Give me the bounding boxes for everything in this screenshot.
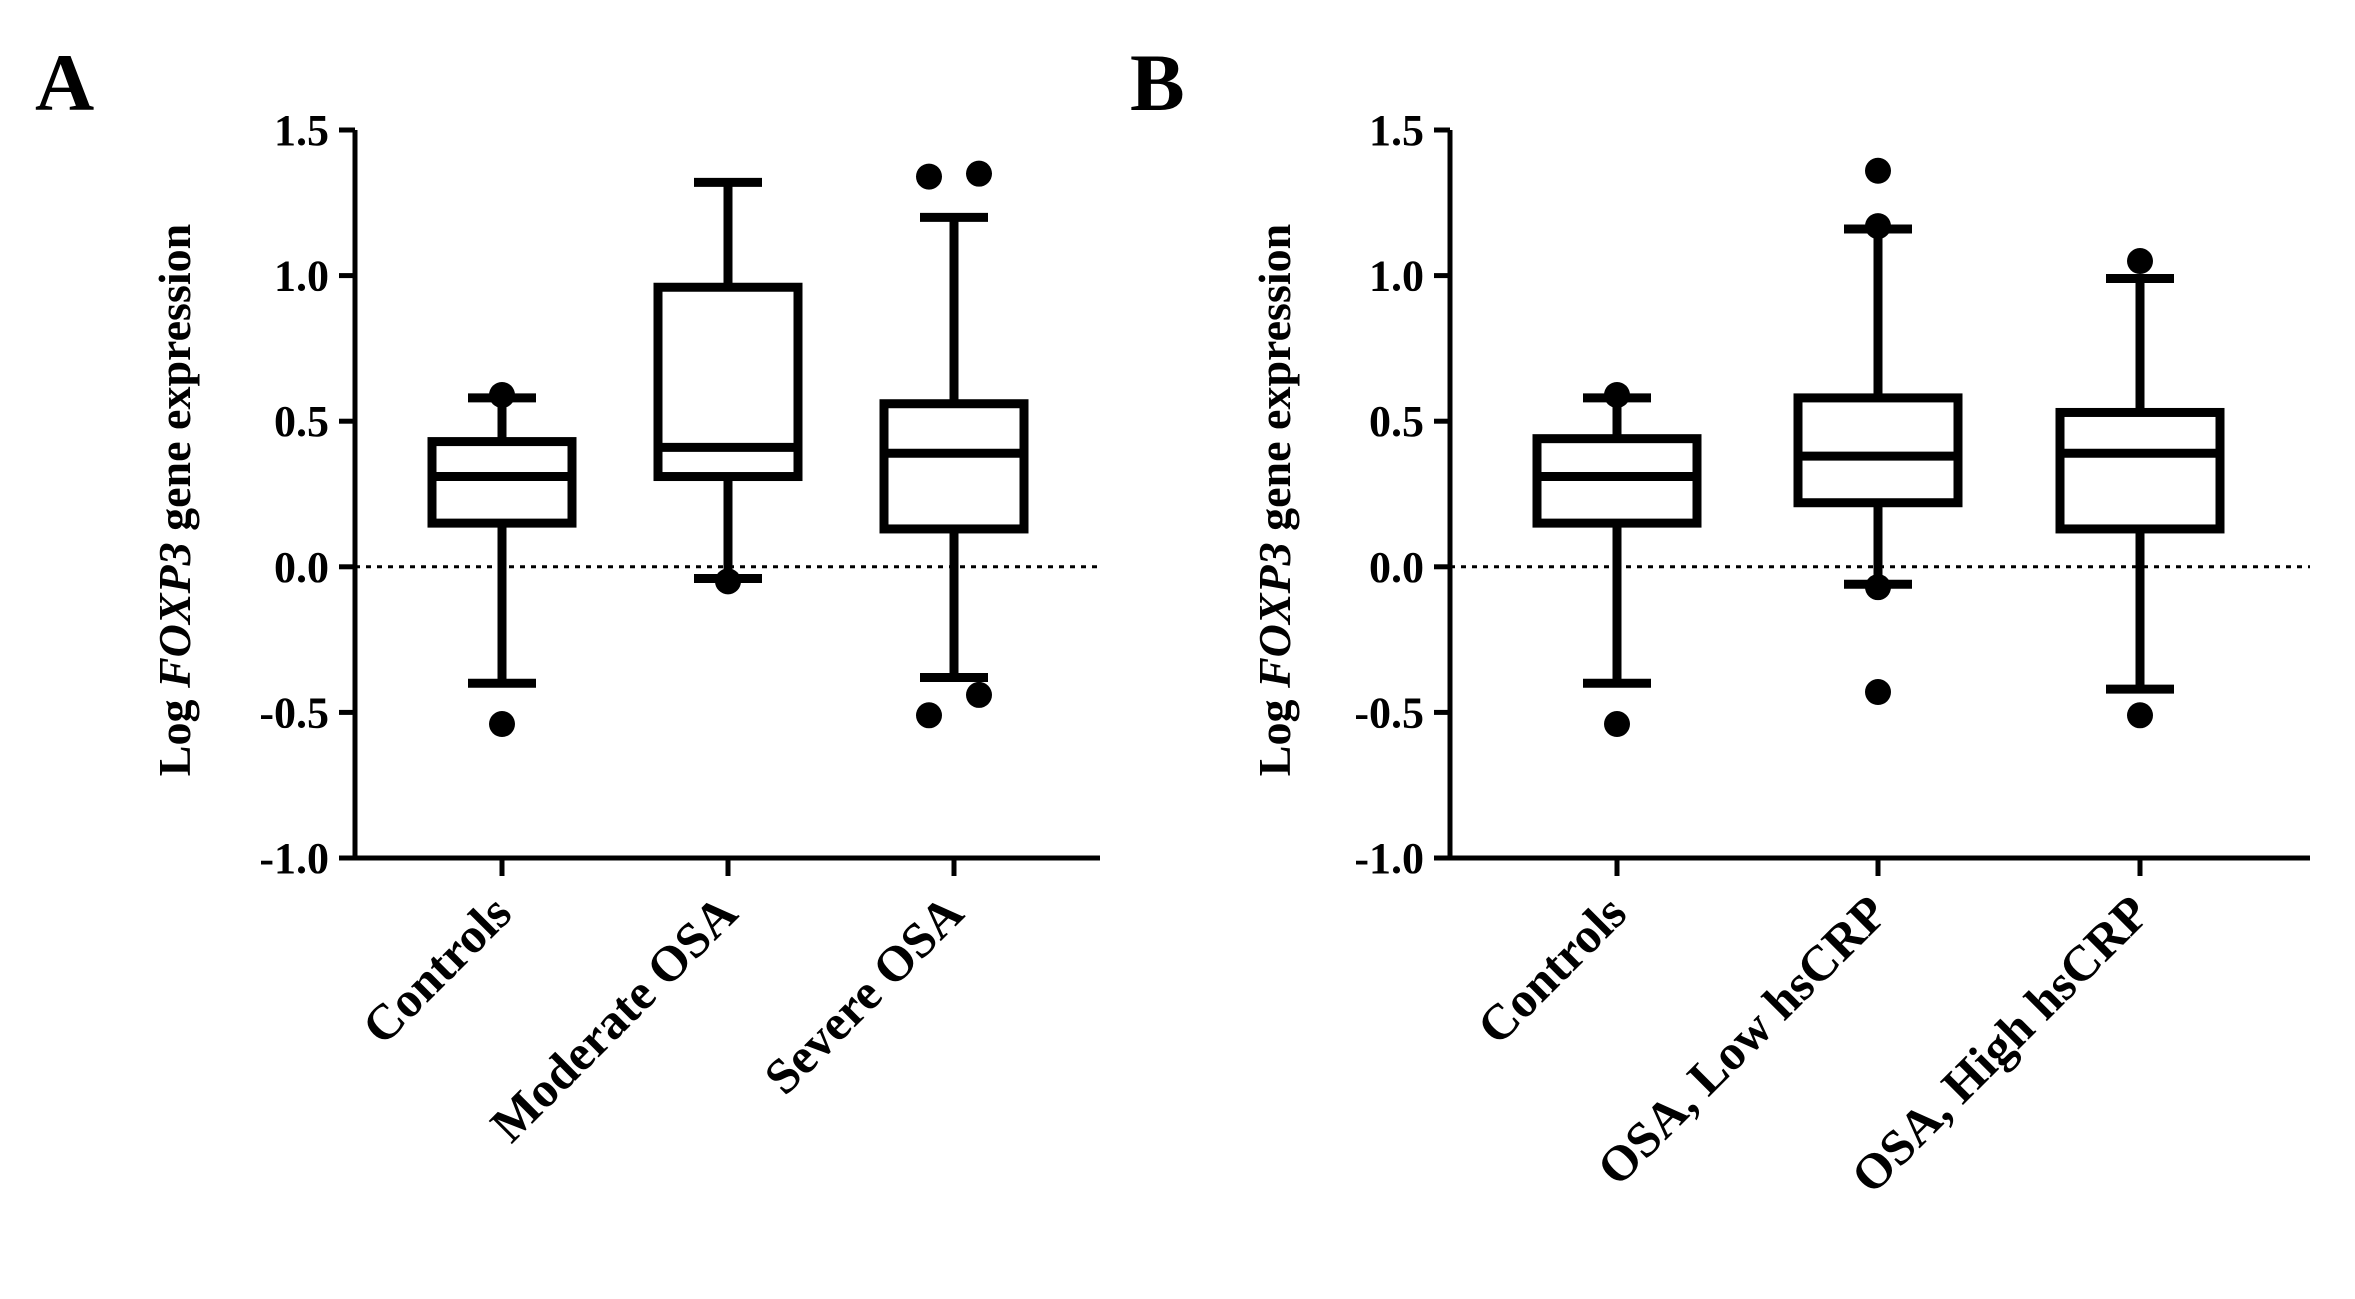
iqr-box [2055,407,2225,534]
y-tick-label: 1.5 [1369,106,1424,155]
category-label: Severe OSA [753,884,974,1105]
y-tick-label: 1.0 [1369,252,1424,301]
outlier-point [1865,213,1891,240]
outlier-point [916,163,942,190]
outlier-point [1604,711,1630,738]
panel-a: A 1.5 1.0 0.5 0.0 -0.5 -1.0 Log FOXP3 gene expr… [35,37,1100,1153]
y-tick-label: 0.0 [1369,543,1424,592]
category-label: OSA, Low hsCRP [1586,884,1898,1196]
outlier-point [715,568,741,595]
outlier-point [1865,679,1891,706]
y-tick-label: -0.5 [259,688,329,737]
y-tick-label: -1.0 [1354,834,1424,883]
outlier-point [1865,574,1891,601]
iqr-box [427,437,577,528]
panel-letter: A [35,37,94,128]
outlier-point [489,381,515,408]
box-0: Controls [1466,381,1702,1055]
outlier-point [966,681,992,708]
y-tick-label: 1.5 [274,106,329,155]
outlier-point [2127,702,2153,729]
iqr-box [879,399,1029,534]
panel-b: B 1.5 1.0 0.5 0.0 -0.5 -1.0 Log FOXP3 gene expr… [1130,37,2310,1204]
y-tick-label: 0.5 [1369,397,1424,446]
iqr-box [1793,393,1963,508]
y-tick-label: 0.0 [274,543,329,592]
y-tick-label: -0.5 [1354,688,1424,737]
outlier-point [966,160,992,187]
category-label: Controls [1466,884,1637,1055]
y-axis-label: Log FOXP3 gene expression [149,224,200,776]
outlier-point [1865,157,1891,184]
outlier-point [489,711,515,738]
box-1: Moderate OSA [479,177,803,1153]
box-2: OSA, High hsCRP [1840,248,2225,1204]
outlier-point [2127,248,2153,275]
outlier-point [1604,381,1630,408]
box-1: OSA, Low hsCRP [1586,157,1963,1196]
y-tick-label: 1.0 [274,252,329,301]
panel-letter: B [1130,37,1185,128]
y-tick-label: 0.5 [274,397,329,446]
y-tick-label: -1.0 [259,834,329,883]
box-0: Controls [351,381,577,1055]
y-axis-label: Log FOXP3 gene expression [1249,224,1300,776]
outlier-point [916,702,942,729]
category-label: Controls [351,884,522,1055]
